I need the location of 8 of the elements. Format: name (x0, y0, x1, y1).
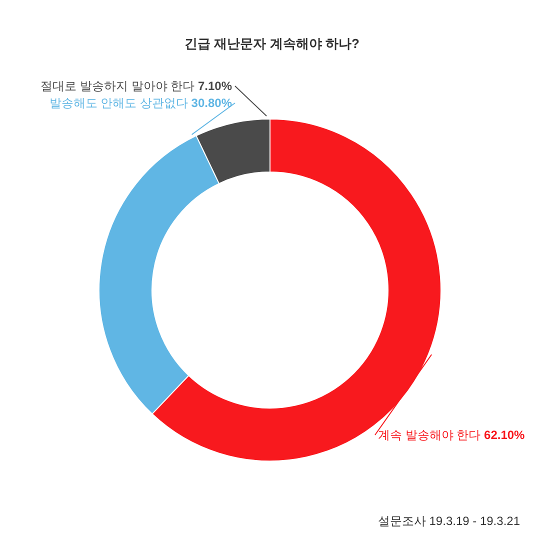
data-label: 30.80% (191, 96, 232, 110)
data-label: 7.10% (198, 79, 232, 93)
chart-title: 긴급 재난문자 계속해야 하나? (184, 36, 360, 51)
text: 설문조사 19.3.19 - 19.3.21 (378, 514, 520, 528)
slice-label: 계속 발송해야 한다 (378, 428, 484, 442)
slice-label: 절대로 발송하지 말아야 한다 (40, 79, 198, 93)
slice-label: 발송해도 안해도 상관없다 (49, 96, 192, 110)
data-label: 62.10% (484, 428, 526, 442)
